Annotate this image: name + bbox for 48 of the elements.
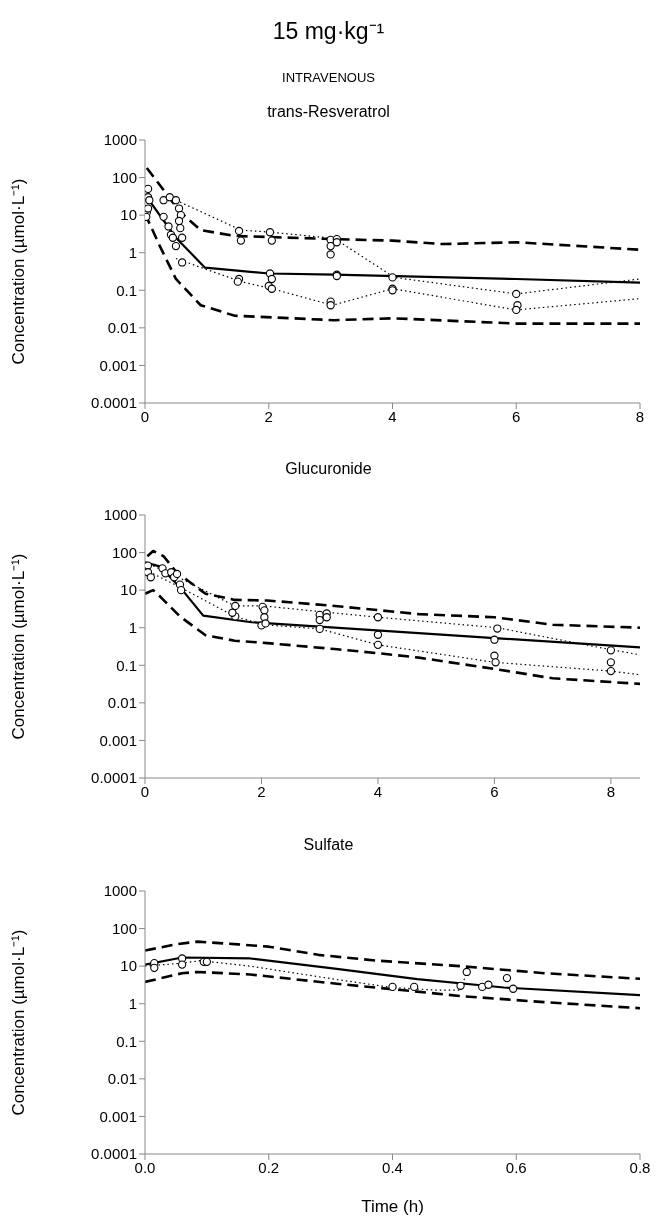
y-axis-title: Concentration (µmol·L⁻¹) [9, 553, 29, 740]
x-tick-label: 8 [635, 407, 645, 425]
y-tick-label: 1 [128, 995, 137, 1013]
y-tick-label: 0.1 [116, 656, 137, 674]
y-axis-title: Concentration (µmol·L⁻¹) [9, 929, 29, 1116]
y-tick-label: 10 [120, 206, 137, 224]
x-tick-label: 0.2 [258, 1158, 280, 1176]
y-tick-label: 0.0001 [91, 394, 137, 412]
x-tick-label: 6 [490, 782, 499, 800]
y-tick-label: 100 [111, 919, 137, 937]
x-tick-label: 0 [140, 407, 150, 425]
x-tick-label: 0.4 [382, 1158, 403, 1176]
x-tick-label: 4 [388, 407, 397, 425]
y-tick-label: 0.1 [116, 281, 137, 299]
x-tick-label: 0 [140, 782, 150, 800]
text: trans-Resveratrol [266, 103, 391, 121]
y-tick-label: 100 [111, 168, 137, 186]
x-tick-label: 0.6 [505, 1158, 527, 1176]
y-tick-label: 0.001 [99, 1107, 137, 1125]
chart-title: Sulfate [302, 836, 355, 854]
x-tick-label: 2 [264, 407, 273, 425]
y-tick-label: 0.0001 [91, 1145, 137, 1163]
y-tick-label: 1000 [103, 882, 137, 900]
chart-title: Glucuronide [284, 460, 373, 478]
y-tick-label: 0.001 [99, 731, 137, 749]
x-tick-label: 8 [606, 782, 616, 800]
y-tick-label: 1 [128, 244, 137, 262]
y-tick-label: 0.01 [107, 694, 137, 712]
y-tick-label: 0.01 [107, 1070, 137, 1088]
y-axis-title: Concentration (µmol·L⁻¹) [9, 178, 29, 365]
chart-subtitle: INTRAVENOUS [281, 70, 376, 85]
x-tick-label: 2 [257, 782, 266, 800]
x-tick-label: 0.8 [629, 1158, 651, 1176]
y-tick-label: 0.1 [116, 1032, 137, 1050]
x-tick-label: 0.0 [134, 1158, 156, 1176]
y-tick-label: 1000 [103, 506, 137, 524]
x-tick-label: 6 [512, 407, 521, 425]
y-tick-label: 0.0001 [91, 769, 137, 787]
y-tick-label: 10 [120, 581, 137, 599]
y-tick-label: 10 [120, 957, 137, 975]
y-tick-label: 0.001 [99, 356, 137, 374]
y-tick-label: 0.01 [107, 319, 137, 337]
chart-title: 15 mg·kg⁻¹ [271, 17, 386, 46]
y-tick-label: 100 [111, 543, 137, 561]
y-tick-label: 1 [128, 619, 137, 637]
x-tick-label: 4 [373, 782, 383, 800]
x-axis-title: Time (h) [361, 1197, 424, 1216]
y-tick-label: 1000 [103, 131, 137, 149]
